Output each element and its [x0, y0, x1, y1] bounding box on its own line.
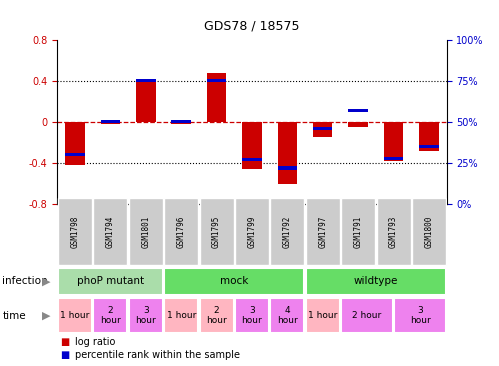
FancyBboxPatch shape [200, 198, 234, 265]
Text: log ratio: log ratio [75, 337, 115, 347]
FancyBboxPatch shape [270, 298, 304, 333]
FancyBboxPatch shape [164, 198, 198, 265]
Text: percentile rank within the sample: percentile rank within the sample [75, 351, 240, 361]
FancyBboxPatch shape [306, 268, 446, 295]
Text: infection: infection [2, 276, 48, 287]
Text: 2 hour: 2 hour [352, 311, 382, 320]
FancyBboxPatch shape [341, 198, 375, 265]
FancyBboxPatch shape [412, 198, 446, 265]
FancyBboxPatch shape [164, 268, 304, 295]
Bar [65, 153, 85, 156]
Text: ■: ■ [60, 337, 69, 347]
Text: ■: ■ [60, 351, 69, 361]
Text: GSM1794: GSM1794 [106, 216, 115, 248]
Text: GSM1799: GSM1799 [248, 216, 256, 248]
Text: mock: mock [220, 276, 249, 287]
Bar [313, 127, 332, 130]
Text: 4
hour: 4 hour [277, 306, 298, 325]
Text: 3
hour: 3 hour [410, 306, 431, 325]
FancyBboxPatch shape [129, 198, 163, 265]
Bar [419, 145, 439, 148]
FancyBboxPatch shape [235, 198, 269, 265]
Bar [136, 79, 156, 122]
Text: GSM1791: GSM1791 [354, 216, 363, 248]
FancyBboxPatch shape [377, 198, 411, 265]
Bar [172, 120, 191, 123]
FancyBboxPatch shape [129, 298, 163, 333]
Text: 1 hour: 1 hour [167, 311, 196, 320]
FancyBboxPatch shape [200, 298, 234, 333]
Bar [384, 157, 403, 160]
Bar [348, 122, 368, 127]
FancyBboxPatch shape [306, 298, 340, 333]
Bar [172, 122, 191, 124]
Text: ▶: ▶ [41, 311, 50, 321]
Bar [243, 122, 261, 169]
Text: wildtype: wildtype [354, 276, 398, 287]
Bar [384, 122, 403, 161]
Bar [207, 79, 227, 82]
Text: GSM1795: GSM1795 [212, 216, 221, 248]
Text: 3
hour: 3 hour [242, 306, 262, 325]
Text: time: time [2, 311, 26, 321]
Bar [101, 122, 120, 124]
Text: GSM1800: GSM1800 [425, 216, 434, 248]
Bar [313, 122, 332, 137]
Bar [277, 122, 297, 184]
Bar [348, 109, 368, 112]
FancyBboxPatch shape [235, 298, 269, 333]
Bar [207, 74, 227, 122]
Text: GSM1798: GSM1798 [70, 216, 79, 248]
Text: ▶: ▶ [41, 276, 50, 287]
Text: 2
hour: 2 hour [206, 306, 227, 325]
FancyBboxPatch shape [270, 198, 304, 265]
Text: GSM1792: GSM1792 [283, 216, 292, 248]
Text: GDS78 / 18575: GDS78 / 18575 [204, 19, 300, 32]
Text: GSM1801: GSM1801 [141, 216, 150, 248]
FancyBboxPatch shape [93, 198, 127, 265]
Bar [243, 158, 261, 161]
Text: 1 hour: 1 hour [308, 311, 337, 320]
Text: phoP mutant: phoP mutant [77, 276, 144, 287]
Text: GSM1796: GSM1796 [177, 216, 186, 248]
Bar [65, 122, 85, 165]
Bar [101, 120, 120, 123]
FancyBboxPatch shape [306, 198, 340, 265]
FancyBboxPatch shape [164, 298, 198, 333]
Text: 1 hour: 1 hour [60, 311, 90, 320]
Text: 3
hour: 3 hour [135, 306, 156, 325]
FancyBboxPatch shape [394, 298, 446, 333]
Bar [419, 122, 439, 151]
FancyBboxPatch shape [93, 298, 127, 333]
Text: GSM1797: GSM1797 [318, 216, 327, 248]
Bar [277, 167, 297, 169]
Text: GSM1793: GSM1793 [389, 216, 398, 248]
FancyBboxPatch shape [58, 268, 163, 295]
Bar [136, 79, 156, 82]
FancyBboxPatch shape [341, 298, 393, 333]
FancyBboxPatch shape [58, 198, 92, 265]
Text: 2
hour: 2 hour [100, 306, 121, 325]
FancyBboxPatch shape [58, 298, 92, 333]
